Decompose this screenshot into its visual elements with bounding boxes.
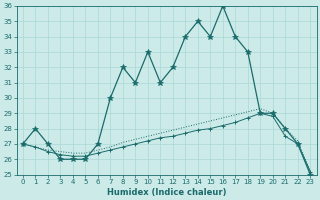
X-axis label: Humidex (Indice chaleur): Humidex (Indice chaleur) xyxy=(107,188,226,197)
